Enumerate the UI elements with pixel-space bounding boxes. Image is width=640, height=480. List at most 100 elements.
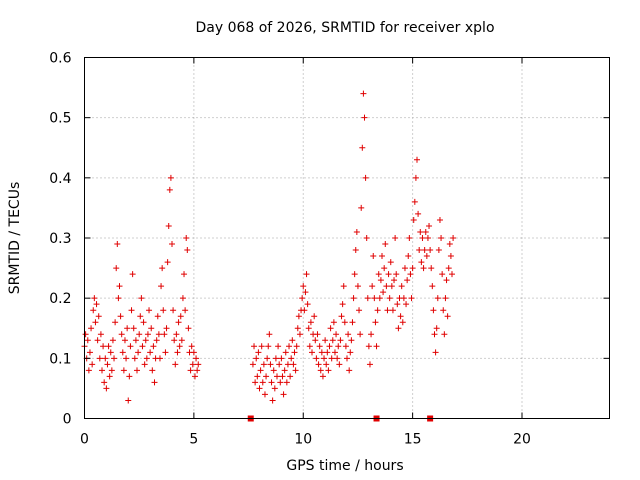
data-point	[120, 367, 127, 374]
data-point	[189, 361, 196, 368]
data-point	[421, 247, 428, 254]
data-point	[185, 325, 192, 332]
data-point	[144, 331, 151, 338]
data-point	[161, 331, 168, 338]
data-point	[319, 373, 326, 380]
data-point	[148, 325, 155, 332]
data-point	[103, 385, 110, 392]
data-point	[354, 283, 361, 290]
data-point	[347, 349, 354, 356]
data-point	[450, 235, 457, 241]
data-point	[251, 343, 258, 350]
data-point	[368, 331, 375, 338]
data-points	[81, 90, 457, 404]
data-point	[303, 271, 310, 278]
data-point	[287, 373, 294, 380]
data-point	[129, 271, 136, 278]
data-point	[116, 283, 123, 290]
data-point	[256, 385, 263, 392]
data-point	[115, 295, 122, 302]
data-point	[323, 361, 330, 368]
data-point	[137, 313, 144, 320]
data-point	[360, 90, 367, 97]
data-point	[444, 313, 451, 320]
x-tick-label: 20	[513, 432, 531, 448]
data-point	[275, 343, 282, 350]
data-point	[393, 271, 400, 278]
data-point	[171, 337, 178, 344]
data-point	[107, 349, 114, 356]
x-tick-label: 15	[404, 432, 422, 448]
data-point	[290, 361, 297, 368]
x-tick-label: 10	[294, 432, 312, 448]
data-point	[175, 319, 182, 326]
data-point	[305, 325, 312, 332]
data-point	[358, 204, 365, 211]
data-point	[151, 379, 158, 386]
data-point	[388, 283, 395, 290]
data-point	[433, 325, 440, 332]
grid-lines	[84, 57, 610, 419]
data-point	[342, 343, 349, 350]
data-point	[418, 259, 425, 266]
data-point	[412, 174, 419, 181]
data-point	[85, 367, 92, 374]
data-point	[259, 379, 266, 386]
data-point	[382, 241, 389, 248]
data-point	[177, 313, 184, 320]
data-point	[92, 319, 99, 326]
data-point	[162, 349, 169, 356]
data-point	[165, 222, 172, 229]
data-point	[146, 307, 153, 314]
data-point	[179, 295, 186, 302]
data-point	[441, 331, 448, 338]
data-point	[289, 337, 296, 344]
data-point	[121, 337, 128, 344]
data-point	[315, 361, 322, 368]
data-point	[406, 235, 413, 241]
data-point	[123, 355, 130, 362]
data-point	[423, 253, 430, 260]
data-point	[134, 367, 140, 374]
data-point	[112, 319, 119, 326]
data-point	[329, 337, 336, 344]
data-point	[125, 397, 132, 404]
data-point	[104, 361, 111, 368]
data-point	[374, 307, 381, 314]
data-point	[426, 222, 433, 229]
data-point	[141, 361, 148, 368]
y-tick-label: 0.6	[49, 51, 71, 67]
data-point	[274, 373, 280, 380]
axis-ticks	[84, 57, 610, 419]
data-point	[414, 156, 420, 163]
data-point	[178, 337, 185, 344]
data-point	[101, 379, 108, 386]
data-point	[361, 114, 368, 121]
data-point	[149, 367, 156, 374]
data-point	[261, 391, 268, 398]
data-point	[318, 349, 325, 356]
data-point	[100, 343, 107, 350]
data-point	[353, 228, 360, 235]
data-point	[96, 355, 103, 362]
data-point	[417, 228, 424, 235]
chart-title: Day 068 of 2026, SRMTID for receiver xpl…	[195, 20, 494, 36]
data-point	[284, 361, 291, 368]
data-point	[411, 198, 418, 205]
data-point	[430, 307, 437, 314]
data-point	[403, 301, 410, 308]
data-point	[373, 343, 380, 350]
data-point	[389, 307, 396, 314]
data-point	[184, 247, 191, 254]
data-point	[317, 367, 324, 374]
data-point	[432, 349, 439, 356]
data-point	[166, 186, 173, 193]
data-point	[420, 265, 427, 272]
data-point	[266, 331, 273, 338]
data-point	[392, 235, 399, 241]
x-tick-label: 0	[80, 432, 89, 448]
data-point	[394, 301, 401, 308]
data-point	[344, 355, 350, 362]
data-point	[269, 397, 276, 404]
